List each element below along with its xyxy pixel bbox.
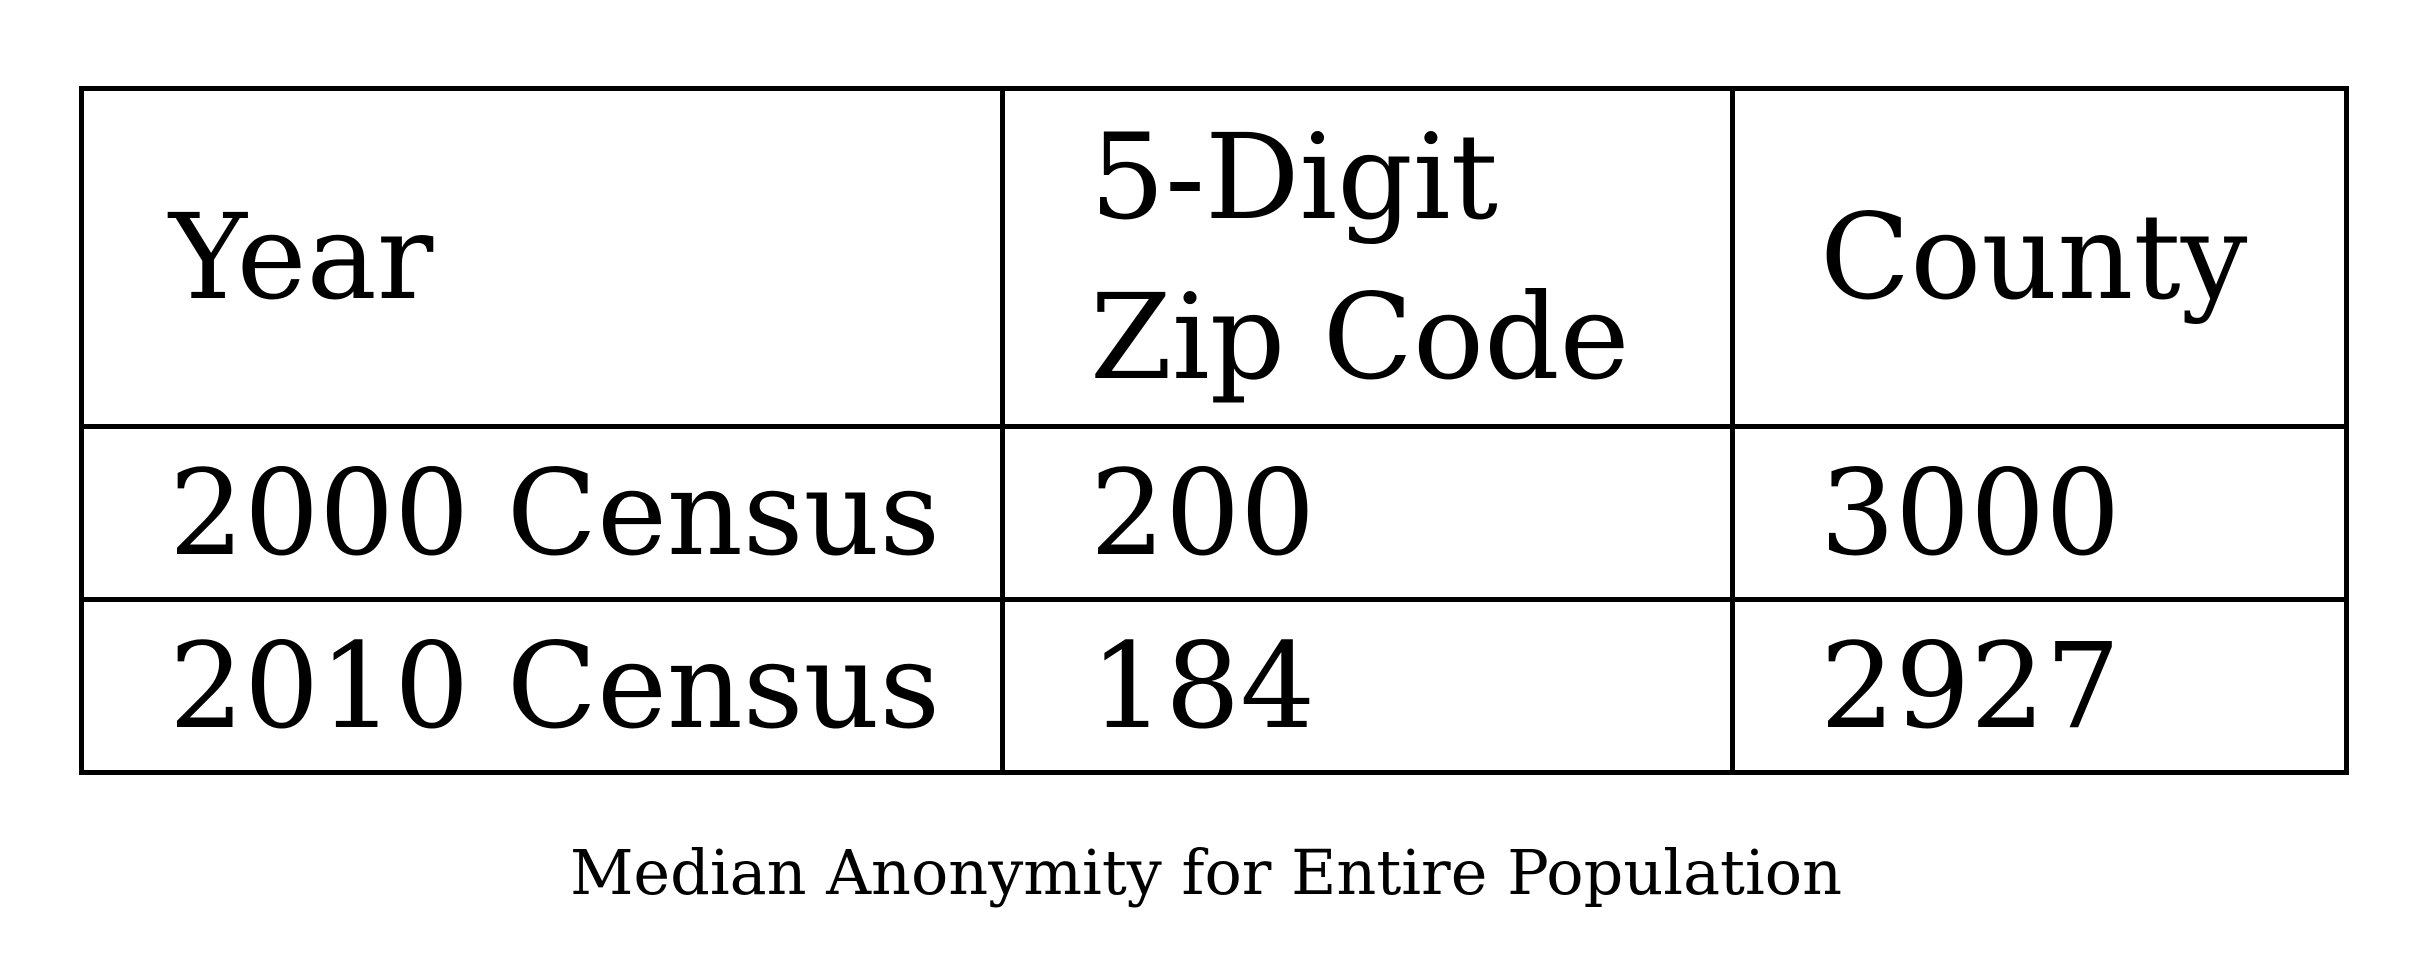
cell-zip-code: 200 xyxy=(1000,424,1735,602)
cell-county: 2927 xyxy=(1730,597,2349,775)
header-year: Year xyxy=(79,86,1005,429)
cell-county: 3000 xyxy=(1730,424,2349,602)
table-caption: Median Anonymity for Entire Population xyxy=(569,836,1843,909)
header-year-label: Year xyxy=(169,187,434,326)
cell-year: 2000 Census xyxy=(79,424,1005,602)
header-zip-code-line-2: Zip Code xyxy=(1090,267,1630,406)
header-zip-code-line-1: 5-Digit xyxy=(1090,108,1498,247)
anonymity-table: Year 5-Digit Zip Code County 2000 Census… xyxy=(79,86,2349,775)
cell-year: 2010 Census xyxy=(79,597,1005,775)
cell-zip-code: 184 xyxy=(1000,597,1735,775)
table-row: 2010 Census 184 2927 xyxy=(79,597,2349,775)
header-county-label: County xyxy=(1820,187,2248,326)
table-header-row: Year 5-Digit Zip Code County xyxy=(79,86,2349,429)
table-row: 2000 Census 200 3000 xyxy=(79,424,2349,602)
header-zip-code: 5-Digit Zip Code xyxy=(1000,86,1735,429)
header-county: County xyxy=(1730,86,2349,429)
